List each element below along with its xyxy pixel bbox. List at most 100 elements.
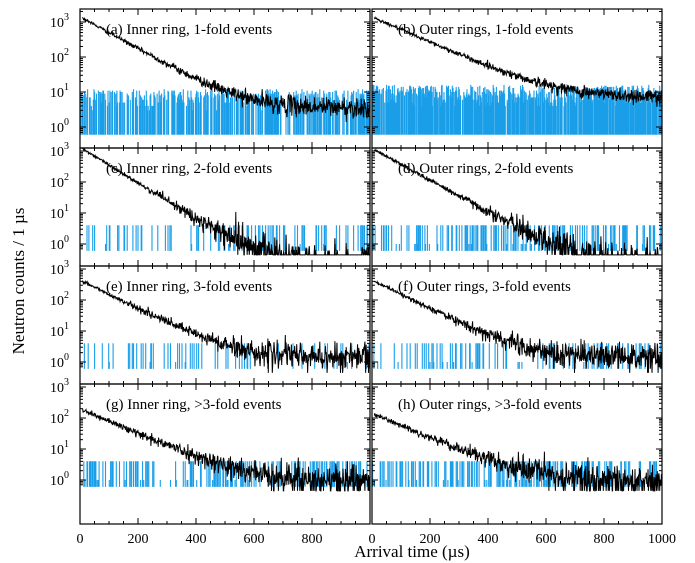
x-tick-label: 400: [186, 532, 207, 547]
signal-counts: [82, 16, 370, 123]
y-tick-base: 10: [50, 325, 64, 340]
plot-area: [372, 413, 662, 492]
panel-label: (g) Inner ring, >3-fold events: [106, 397, 282, 413]
y-tick-exponent: 1: [64, 321, 69, 332]
y-tick-exponent: 3: [64, 141, 69, 152]
y-tick-exponent: 0: [64, 234, 69, 245]
signal-counts: [81, 408, 370, 492]
y-tick-base: 10: [50, 207, 64, 222]
y-tick-base: 10: [50, 51, 64, 66]
y-tick-label: 102: [50, 47, 69, 66]
plot-area: [80, 16, 370, 135]
y-tick-base: 10: [50, 474, 64, 489]
y-tick-exponent: 0: [64, 470, 69, 481]
y-tick-exponent: 2: [64, 172, 69, 183]
panel-label: (e) Inner ring, 3-fold events: [106, 279, 272, 295]
y-tick-base: 10: [50, 443, 64, 458]
panel-label: (d) Outer rings, 2-fold events: [398, 161, 574, 177]
plot-area: [81, 408, 370, 492]
x-tick-label: 0: [369, 532, 376, 547]
x-tick-label: 800: [594, 532, 615, 547]
background-counts: [86, 225, 370, 251]
y-tick-base: 10: [50, 381, 64, 396]
signal-counts: [373, 16, 662, 107]
x-axis-title: Arrival time (µs): [354, 542, 470, 561]
y-tick-label: 103: [50, 141, 69, 160]
y-ticks: [80, 10, 370, 133]
y-tick-exponent: 1: [64, 439, 69, 450]
y-tick-label: 102: [50, 408, 69, 427]
y-tick-label: 100: [50, 352, 69, 371]
panel-label: (b) Outer rings, 1-fold events: [398, 22, 574, 38]
y-ticks: [80, 150, 370, 250]
y-tick-label: 101: [50, 203, 69, 222]
y-tick-base: 10: [50, 356, 64, 371]
panel-label: (h) Outer rings, >3-fold events: [398, 397, 582, 413]
plot-area: [81, 279, 370, 373]
y-tick-exponent: 2: [64, 290, 69, 301]
y-tick-exponent: 2: [64, 47, 69, 58]
y-tick-base: 10: [50, 238, 64, 253]
background-counts: [83, 461, 369, 487]
y-ticks: [80, 268, 370, 368]
x-tick-label: 600: [244, 532, 265, 547]
x-tick-label: 0: [77, 532, 84, 547]
signal-counts: [374, 280, 662, 373]
y-tick-label: 103: [50, 12, 69, 31]
y-tick-base: 10: [50, 412, 64, 427]
x-tick-label: 200: [128, 532, 149, 547]
y-tick-label: 100: [50, 117, 69, 136]
x-ticks: [79, 384, 371, 524]
y-tick-label: 102: [50, 172, 69, 191]
y-ticks: [372, 386, 662, 486]
panel-d: (d) Outer rings, 2-fold events: [371, 147, 663, 267]
y-tick-label: 100: [50, 234, 69, 253]
y-tick-exponent: 2: [64, 408, 69, 419]
y-tick-base: 10: [50, 263, 64, 278]
panel-f: (f) Outer rings, 3-fold events: [371, 265, 663, 385]
y-tick-exponent: 3: [64, 259, 69, 270]
y-tick-label: 100: [50, 470, 69, 489]
panel-h: (h) Outer rings, >3-fold events 0 200 400 60…: [369, 383, 676, 547]
y-tick-label: 102: [50, 290, 69, 309]
panel-label: (a) Inner ring, 1-fold events: [106, 22, 272, 38]
y-tick-exponent: 0: [64, 352, 69, 363]
x-tick-label: 600: [536, 532, 557, 547]
signal-counts: [373, 148, 662, 256]
signal-counts: [373, 413, 662, 492]
panel-label: (f) Outer rings, 3-fold events: [398, 279, 571, 295]
y-tick-base: 10: [50, 121, 64, 136]
plot-area: [372, 16, 662, 135]
y-tick-exponent: 0: [64, 117, 69, 128]
y-ticks: [372, 150, 662, 250]
x-ticks: [371, 384, 663, 524]
y-tick-base: 10: [50, 176, 64, 191]
y-tick-base: 10: [50, 16, 64, 31]
y-tick-base: 10: [50, 294, 64, 309]
y-axis-title: Neutron counts / 1 µs: [9, 208, 28, 355]
panel-b: (b) Outer rings, 1-fold events: [371, 8, 663, 149]
x-tick-label: 800: [302, 532, 323, 547]
y-tick-label: 101: [50, 439, 69, 458]
panel-label: (c) Inner ring, 2-fold events: [106, 161, 272, 177]
y-tick-label: 101: [50, 82, 69, 101]
y-tick-exponent: 1: [64, 82, 69, 93]
y-ticks: [80, 386, 370, 486]
plot-area: [82, 148, 370, 256]
y-ticks: [372, 10, 662, 133]
signal-counts: [81, 279, 370, 373]
y-tick-exponent: 3: [64, 12, 69, 23]
y-ticks: [372, 268, 662, 368]
signal-counts: [82, 148, 370, 256]
x-tick-label: 400: [478, 532, 499, 547]
x-ticks: [371, 148, 663, 266]
plot-area: [373, 280, 662, 373]
y-tick-label: 103: [50, 377, 69, 396]
y-tick-label: 101: [50, 321, 69, 340]
y-tick-base: 10: [50, 86, 64, 101]
